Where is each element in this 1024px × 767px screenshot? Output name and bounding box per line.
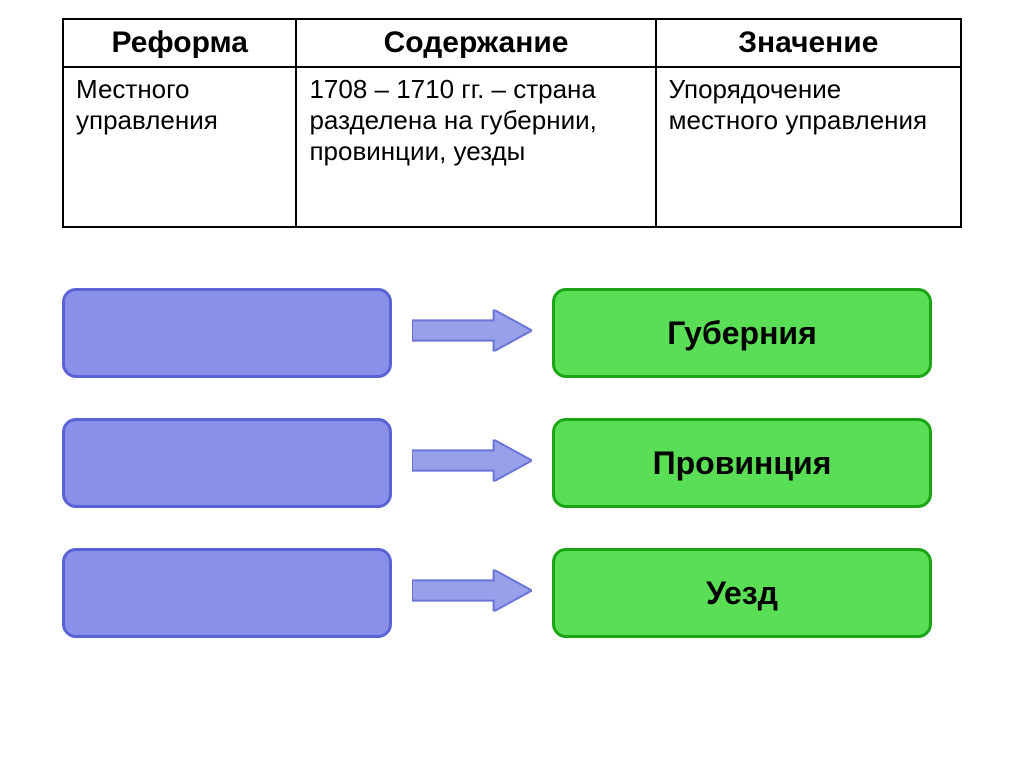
cell-meaning: Упорядочение местного управления [656, 67, 961, 227]
reform-table: Реформа Содержание Значение Местного упр… [62, 18, 962, 228]
diagram-row: Уезд [62, 528, 962, 658]
cell-reform: Местного управления [63, 67, 296, 227]
arrow-icon [412, 440, 532, 487]
arrow-icon [412, 570, 532, 617]
header-reform: Реформа [63, 19, 296, 67]
right-box: Губерния [552, 288, 932, 378]
left-box [62, 548, 392, 638]
table-row: Местного управления 1708 – 1710 гг. – ст… [63, 67, 961, 227]
table-header-row: Реформа Содержание Значение [63, 19, 961, 67]
right-box: Уезд [552, 548, 932, 638]
right-box: Провинция [552, 418, 932, 508]
header-content: Содержание [296, 19, 655, 67]
hierarchy-diagram: Губерния Провинция Уезд [62, 268, 962, 658]
left-box [62, 288, 392, 378]
diagram-row: Губерния [62, 268, 962, 398]
cell-content: 1708 – 1710 гг. – страна разделена на гу… [296, 67, 655, 227]
header-meaning: Значение [656, 19, 961, 67]
left-box [62, 418, 392, 508]
diagram-row: Провинция [62, 398, 962, 528]
arrow-icon [412, 310, 532, 357]
